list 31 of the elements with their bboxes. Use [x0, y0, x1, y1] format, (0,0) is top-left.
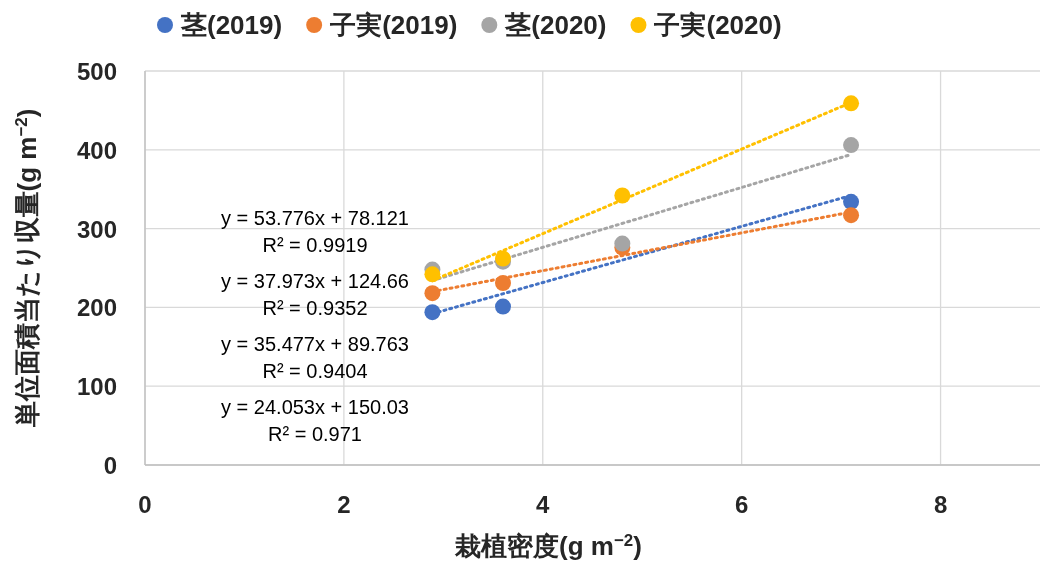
point [495, 274, 511, 291]
x-tick-label: 2 [337, 491, 351, 518]
legend-label: 子実(2019) [329, 10, 458, 40]
point [424, 266, 441, 283]
annotation: y = 53.776x + 78.121 R² = 0.9919 [221, 207, 409, 256]
y-tick-label: 0 [103, 452, 117, 479]
point [843, 207, 860, 224]
y-tick-label: 200 [76, 294, 117, 322]
point [614, 187, 631, 204]
y-tick-label: 300 [76, 215, 117, 243]
point [614, 235, 631, 252]
point [424, 285, 441, 302]
point [495, 298, 511, 315]
legend-label: 茎(2020) [504, 10, 607, 40]
point [424, 304, 441, 321]
legend-label: 茎(2019) [180, 10, 283, 40]
x-tick-label: 4 [536, 491, 551, 518]
point [843, 95, 860, 112]
y-tick-label: 500 [76, 58, 117, 85]
x-tick-label: 0 [138, 491, 152, 518]
y-tick-label: 400 [76, 136, 117, 164]
annotation: y = 37.973x + 124.66 R² = 0.9352 [221, 270, 409, 319]
annotation: y = 35.477x + 89.763 R² = 0.9404 [221, 333, 409, 382]
legend-label: 子実(2020) [653, 10, 782, 40]
annotation: y = 24.053x + 150.03 R² = 0.971 [221, 396, 409, 445]
x-tick-label: 8 [933, 491, 948, 518]
point [843, 137, 860, 154]
point [843, 193, 860, 210]
x-tick-label: 6 [734, 491, 749, 518]
x-axis-title: 栽植密度(g m$^{−2}$) [454, 530, 642, 561]
y-tick-label: 100 [76, 373, 117, 401]
